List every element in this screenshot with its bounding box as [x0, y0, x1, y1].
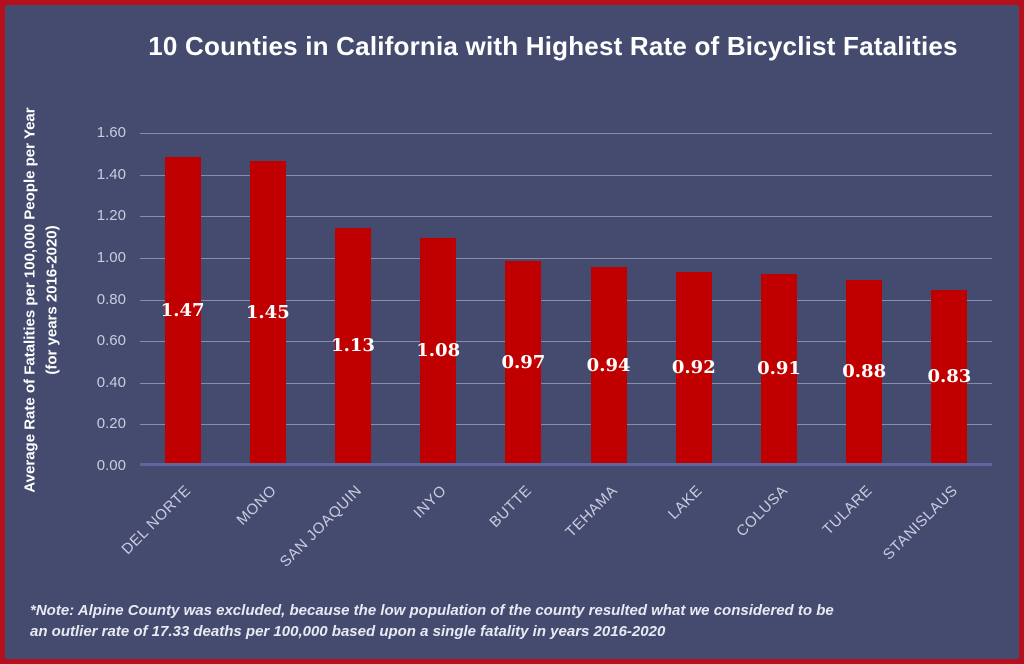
plot-area: 0.00 0.20 0.40 0.60 0.80 1.00 1.20 1.40 1.60 1.47…	[97, 124, 992, 571]
footnote-line1: *Note: Alpine County was excluded, becau…	[30, 601, 834, 619]
bar: 0.97	[501, 261, 545, 463]
x-category-label: TULARE	[819, 482, 877, 539]
gridline	[140, 133, 992, 134]
footnote-line2: an outlier rate of 17.33 deaths per 100,…	[30, 623, 666, 641]
bar: 1.45	[246, 161, 290, 463]
gridline	[140, 424, 992, 426]
y-tick-label: 1.20	[96, 207, 126, 225]
bar-value-label: 0.94	[586, 354, 631, 376]
bar-value-label: 0.97	[501, 351, 546, 373]
bar: 1.08	[416, 238, 460, 463]
x-category-label: COLUSA	[732, 482, 792, 541]
bar: 1.13	[331, 227, 375, 463]
gridline	[140, 382, 992, 384]
x-category-label: DEL NORTE	[118, 482, 195, 558]
bar-value-label: 0.91	[757, 357, 801, 379]
gridline	[140, 341, 992, 343]
y-tick-label: 0.00	[96, 457, 126, 474]
bar-value-label: 0.83	[927, 366, 972, 388]
y-tick-label: 1.40	[96, 165, 126, 183]
y-tick-label: 0.20	[96, 415, 126, 433]
gridline	[140, 174, 992, 176]
gridline	[140, 257, 992, 259]
x-category-label: TEHAMA	[561, 482, 621, 541]
gridline	[140, 216, 992, 218]
x-category-label: INYO	[410, 482, 451, 522]
x-category-label: LAKE	[664, 482, 706, 523]
y-tick-label: 0.80	[96, 290, 126, 308]
bar-value-label: 1.45	[245, 301, 290, 323]
bar-value-label: 0.92	[671, 356, 716, 378]
bar: 0.83	[927, 290, 971, 463]
bar-value-label: 1.08	[416, 340, 461, 362]
x-category-label: MONO	[233, 482, 280, 529]
bar-value-label: 1.13	[331, 334, 375, 356]
gridline	[140, 299, 992, 301]
bar-value-label: 1.47	[160, 299, 205, 321]
x-category-label: STANISLAUS	[879, 482, 962, 564]
y-tick-label: 1.60	[96, 124, 126, 141]
chart-title: 10 Counties in California with Highest R…	[148, 31, 958, 61]
bar: 0.91	[757, 273, 801, 463]
y-tick-label: 1.00	[96, 248, 126, 266]
x-category-label: BUTTE	[486, 482, 536, 531]
y-tick-label: 0.40	[96, 373, 126, 391]
bar: 0.92	[672, 271, 716, 463]
bar-value-label: 0.88	[842, 360, 887, 382]
footnote: *Note: Alpine County was excluded, becau…	[30, 600, 834, 644]
bar: 0.88	[842, 279, 886, 463]
bar: 0.94	[587, 267, 631, 463]
x-category-label: SAN JOAQUIN	[276, 482, 366, 571]
y-axis-title-line1: Average Rate of Fatalities per 100,000 P…	[21, 107, 39, 493]
y-tick-label: 0.60	[96, 332, 126, 350]
bar: 1.47	[161, 157, 205, 463]
